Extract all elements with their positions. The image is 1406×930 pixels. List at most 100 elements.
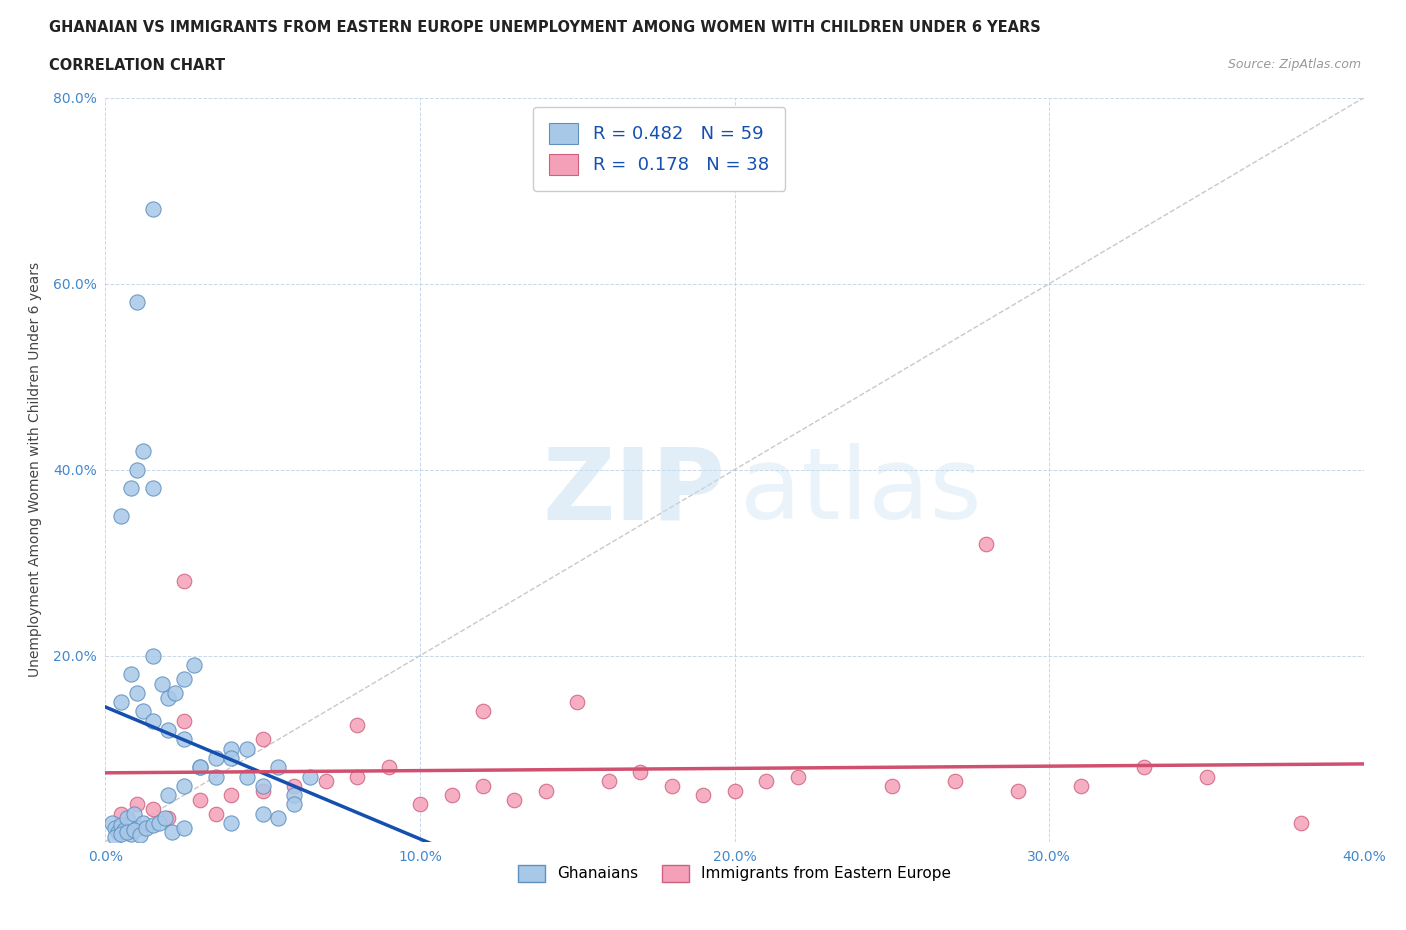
Point — [110, 817, 132, 832]
Point — [598, 774, 620, 789]
Point — [125, 797, 148, 812]
Point — [117, 811, 139, 826]
Y-axis label: Unemployment Among Women with Children Under 6 years: Unemployment Among Women with Children U… — [28, 262, 42, 677]
Point — [1195, 769, 1218, 784]
Point — [157, 788, 180, 803]
Point — [252, 806, 274, 821]
Text: CORRELATION CHART: CORRELATION CHART — [49, 58, 225, 73]
Point — [142, 817, 165, 832]
Point — [160, 825, 183, 840]
Point — [112, 823, 135, 838]
Point — [188, 760, 211, 775]
Point — [148, 816, 170, 830]
Point — [142, 802, 165, 817]
Point — [534, 783, 557, 798]
Point — [503, 792, 526, 807]
Point — [204, 806, 226, 821]
Point — [1132, 760, 1154, 775]
Point — [943, 774, 966, 789]
Point — [267, 811, 290, 826]
Point — [129, 828, 152, 843]
Point — [157, 723, 180, 737]
Point — [440, 788, 463, 803]
Point — [346, 718, 368, 733]
Point — [110, 695, 132, 710]
Point — [1289, 816, 1312, 830]
Point — [104, 820, 127, 835]
Point — [661, 778, 683, 793]
Point — [283, 797, 305, 812]
Point — [252, 783, 274, 798]
Point — [188, 792, 211, 807]
Point — [409, 797, 432, 812]
Point — [252, 732, 274, 747]
Point — [132, 444, 155, 458]
Point — [188, 760, 211, 775]
Point — [298, 769, 321, 784]
Point — [157, 690, 180, 705]
Point — [120, 827, 142, 842]
Point — [1007, 783, 1029, 798]
Point — [142, 648, 165, 663]
Point — [142, 202, 165, 217]
Text: GHANAIAN VS IMMIGRANTS FROM EASTERN EUROPE UNEMPLOYMENT AMONG WOMEN WITH CHILDRE: GHANAIAN VS IMMIGRANTS FROM EASTERN EURO… — [49, 20, 1040, 35]
Point — [173, 820, 195, 835]
Point — [142, 481, 165, 496]
Point — [132, 816, 155, 830]
Point — [315, 774, 337, 789]
Point — [723, 783, 745, 798]
Point — [628, 764, 651, 779]
Point — [283, 788, 305, 803]
Point — [125, 820, 148, 835]
Point — [219, 816, 242, 830]
Text: ZIP: ZIP — [543, 444, 725, 540]
Point — [122, 823, 145, 838]
Point — [117, 825, 139, 840]
Point — [125, 462, 148, 477]
Point — [267, 760, 290, 775]
Point — [110, 827, 132, 842]
Point — [173, 671, 195, 686]
Point — [132, 704, 155, 719]
Point — [346, 769, 368, 784]
Point — [173, 732, 195, 747]
Point — [120, 667, 142, 682]
Point — [204, 751, 226, 765]
Point — [150, 676, 173, 691]
Point — [880, 778, 903, 793]
Point — [1070, 778, 1092, 793]
Point — [135, 820, 157, 835]
Point — [173, 713, 195, 728]
Point — [219, 751, 242, 765]
Point — [125, 685, 148, 700]
Point — [471, 778, 495, 793]
Point — [163, 685, 186, 700]
Point — [252, 778, 274, 793]
Point — [219, 741, 242, 756]
Point — [155, 811, 177, 826]
Point — [204, 769, 226, 784]
Point — [755, 774, 778, 789]
Text: atlas: atlas — [740, 444, 981, 540]
Point — [107, 825, 129, 840]
Point — [157, 811, 180, 826]
Point — [692, 788, 714, 803]
Point — [786, 769, 808, 784]
Point — [183, 658, 205, 672]
Point — [219, 788, 242, 803]
Point — [122, 806, 145, 821]
Legend: Ghanaians, Immigrants from Eastern Europe: Ghanaians, Immigrants from Eastern Europ… — [510, 857, 959, 890]
Point — [976, 537, 998, 551]
Point — [236, 769, 259, 784]
Point — [173, 778, 195, 793]
Point — [120, 481, 142, 496]
Point — [377, 760, 399, 775]
Point — [125, 295, 148, 310]
Point — [110, 806, 132, 821]
Point — [104, 830, 127, 844]
Text: Source: ZipAtlas.com: Source: ZipAtlas.com — [1227, 58, 1361, 71]
Point — [173, 574, 195, 589]
Point — [100, 816, 122, 830]
Point — [110, 509, 132, 524]
Point — [471, 704, 495, 719]
